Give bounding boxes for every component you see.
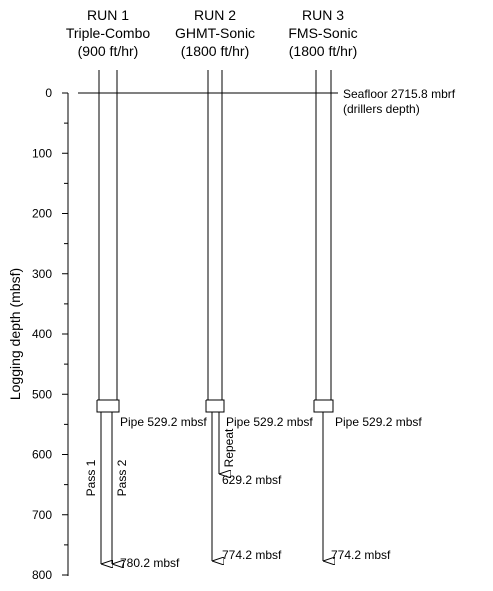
tick-label: 100	[32, 146, 52, 160]
run-name: RUN 1	[87, 7, 129, 23]
ticks: 0 100 200 300 400 500 600 700 800	[32, 86, 68, 582]
run-speed: (1800 ft/hr)	[181, 43, 249, 59]
pass-label: Pass 1	[84, 459, 98, 496]
tick-label: 300	[32, 267, 52, 281]
run-name: RUN 3	[302, 7, 344, 23]
end-label: 774.2 mbsf	[331, 548, 391, 562]
seafloor-note: (drillers depth)	[343, 102, 420, 116]
tick-label: 400	[32, 327, 52, 341]
run-name: RUN 2	[194, 7, 236, 23]
repeat-label: Repeat	[222, 428, 236, 467]
run-tool: Triple-Combo	[66, 25, 150, 41]
end-label: 780.2 mbsf	[120, 556, 180, 570]
pipe-label: Pipe 529.2 mbsf	[226, 415, 313, 429]
end-label: 774.2 mbsf	[222, 548, 282, 562]
tick-label: 800	[32, 568, 52, 582]
pipe	[313, 70, 334, 413]
tick-label: 700	[32, 508, 52, 522]
run-speed: (1800 ft/hr)	[289, 43, 357, 59]
run-tool: FMS-Sonic	[288, 25, 357, 41]
tick-label: 0	[45, 86, 52, 100]
tick-label: 600	[32, 448, 52, 462]
run-speed: (900 ft/hr)	[78, 43, 139, 59]
repeat-end-label: 629.2 mbsf	[222, 473, 282, 487]
run-tool: GHMT-Sonic	[175, 25, 255, 41]
pipe-label: Pipe 529.2 mbsf	[120, 415, 207, 429]
axis-label: Logging depth (mbsf)	[7, 268, 23, 400]
pipe	[205, 70, 225, 413]
seafloor-label: Seafloor 2715.8 mbrf	[343, 87, 456, 101]
pass-label: Pass 2	[115, 459, 129, 496]
pipe-label: Pipe 529.2 mbsf	[335, 415, 422, 429]
pipes	[96, 70, 334, 413]
tick-label: 200	[32, 207, 52, 221]
pipe	[96, 70, 120, 413]
tick-label: 500	[32, 387, 52, 401]
